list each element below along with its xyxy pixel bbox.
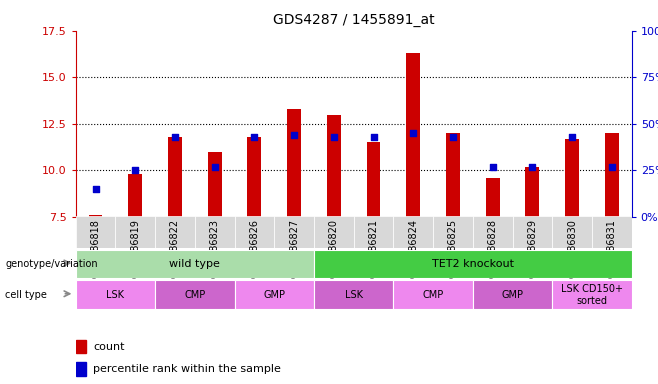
Text: GSM686821: GSM686821 [368,219,378,278]
Text: TET2 knockout: TET2 knockout [432,259,514,269]
Text: GSM686819: GSM686819 [130,219,140,278]
Bar [195,216,234,248]
Bar [354,216,393,248]
Bar [486,178,499,217]
Bar [592,216,632,248]
Point [567,134,577,140]
Text: count: count [93,341,125,351]
Bar [155,216,195,248]
Text: GSM686828: GSM686828 [488,219,497,278]
Text: CMP: CMP [422,290,443,300]
Bar [406,53,420,217]
Point [130,167,141,174]
Bar [128,174,142,217]
Text: percentile rank within the sample: percentile rank within the sample [93,364,282,374]
Text: GSM686824: GSM686824 [408,219,418,278]
Bar [168,137,182,217]
Bar [552,280,632,309]
Text: genotype/variation: genotype/variation [5,259,98,269]
Bar [247,137,261,217]
Bar [76,362,86,376]
Bar [526,167,540,217]
Bar [287,109,301,217]
Bar [565,139,579,217]
Bar [76,216,115,248]
Point [90,186,101,192]
Text: LSK CD150+
sorted: LSK CD150+ sorted [561,284,623,306]
Bar [314,216,354,248]
Point [607,164,617,170]
Text: LSK: LSK [345,290,363,300]
Point [447,134,458,140]
Bar [274,216,314,248]
Title: GDS4287 / 1455891_at: GDS4287 / 1455891_at [273,13,434,27]
Bar [473,216,513,248]
Text: GSM686820: GSM686820 [329,219,339,278]
Bar [155,280,234,309]
Bar [208,152,222,217]
Bar [367,142,380,217]
Point [328,134,339,140]
Bar [115,216,155,248]
Bar [314,250,632,278]
Bar [473,280,552,309]
Point [209,164,220,170]
Bar [393,216,433,248]
Text: LSK: LSK [107,290,124,300]
Text: GSM686823: GSM686823 [210,219,220,278]
Text: GSM686822: GSM686822 [170,219,180,278]
Point [527,164,538,170]
Text: GMP: GMP [501,290,524,300]
Text: cell type: cell type [5,290,47,300]
Text: GSM686831: GSM686831 [607,219,617,278]
Bar [327,114,341,217]
Text: GSM686826: GSM686826 [249,219,259,278]
Bar [446,133,460,217]
Bar [76,250,314,278]
Bar [433,216,473,248]
Point [488,164,498,170]
Bar [76,280,155,309]
Text: GSM686830: GSM686830 [567,219,577,278]
Point [249,134,260,140]
Text: GSM686818: GSM686818 [91,219,101,278]
Bar [234,216,274,248]
Bar [605,133,619,217]
Bar [76,339,86,353]
Bar [234,280,314,309]
Text: CMP: CMP [184,290,205,300]
Bar [314,280,393,309]
Bar [552,216,592,248]
Text: GSM686829: GSM686829 [528,219,538,278]
Point [289,132,299,138]
Text: GSM686825: GSM686825 [448,219,458,278]
Text: GMP: GMP [263,290,286,300]
Text: GSM686827: GSM686827 [289,219,299,278]
Point [368,134,379,140]
Text: wild type: wild type [169,259,220,269]
Bar [89,215,103,217]
Bar [393,280,473,309]
Point [170,134,180,140]
Bar [513,216,552,248]
Point [408,130,418,136]
